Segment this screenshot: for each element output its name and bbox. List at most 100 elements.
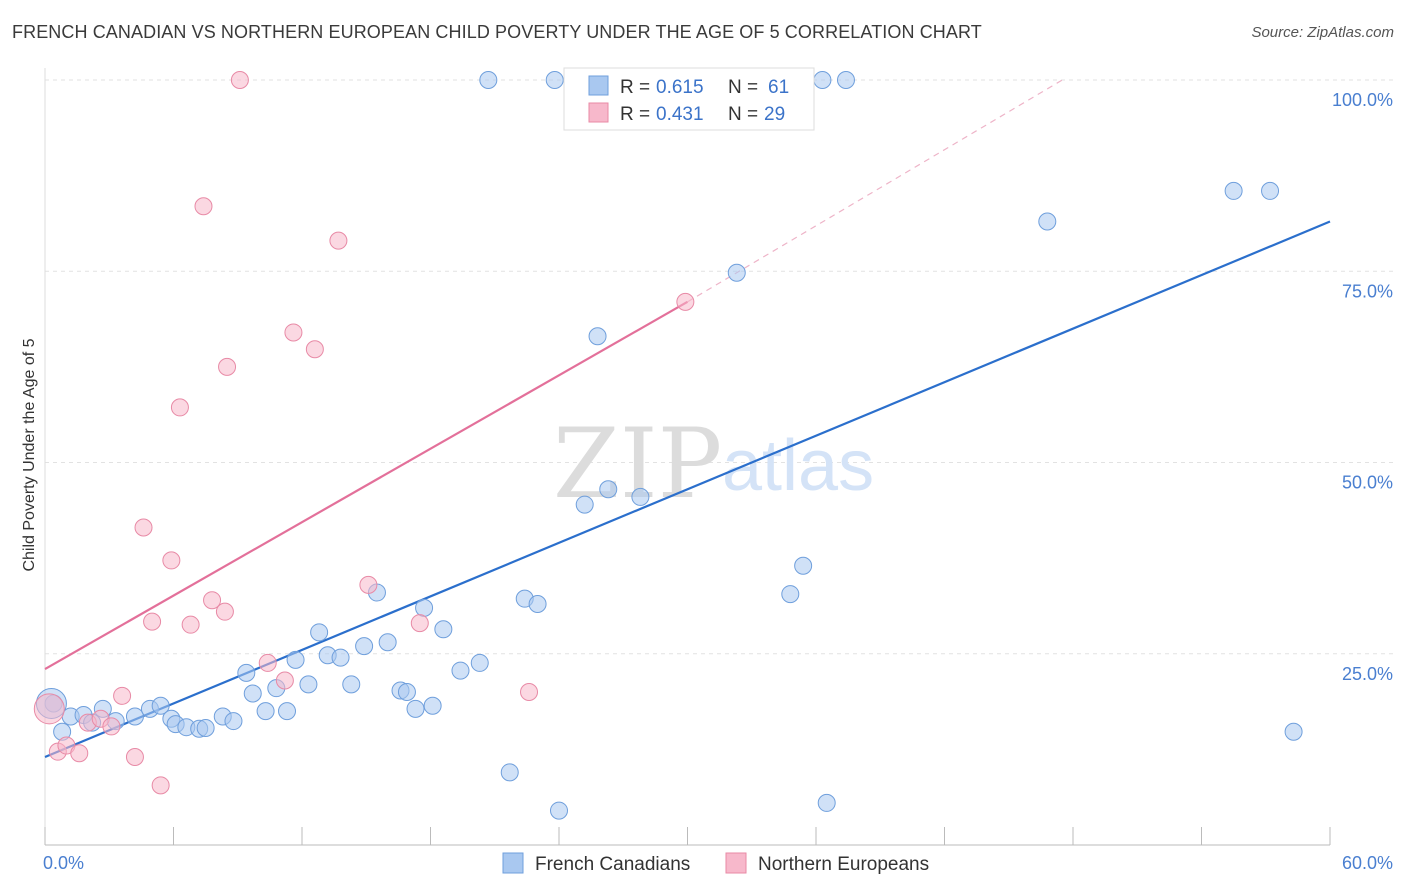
- point-northern-europeans-17: [218, 357, 237, 376]
- point-french-canadians-19: [256, 702, 275, 721]
- source-label: Source: ZipAtlas.com: [1251, 24, 1394, 41]
- point-northern-europeans-7: [125, 748, 144, 767]
- y-tick-label-75: 75.0%: [1342, 281, 1393, 301]
- point-northern-europeans-18: [230, 71, 249, 89]
- point-french-canadians-38: [470, 653, 489, 672]
- point-french-canadians-48: [631, 487, 650, 506]
- point-french-canadians-28: [355, 637, 374, 656]
- chart-title: FRENCH CANADIAN VS NORTHERN EUROPEAN CHI…: [12, 22, 982, 42]
- point-northern-europeans-26: [520, 683, 539, 701]
- point-french-canadians-55: [836, 71, 855, 89]
- point-french-canadians-58: [1261, 181, 1280, 200]
- point-french-canadians-57: [1224, 181, 1243, 200]
- point-french-canadians-14: [196, 718, 215, 737]
- y-tick-labels: 25.0% 50.0% 75.0% 100.0%: [1332, 90, 1393, 684]
- point-northern-europeans-5: [102, 717, 121, 736]
- point-french-canadians-23: [299, 675, 318, 694]
- point-northern-europeans-9: [143, 612, 162, 631]
- point-french-canadians-59: [1284, 722, 1303, 741]
- point-northern-europeans-6: [113, 686, 132, 705]
- stats-legend-n-label-french: N =: [728, 77, 758, 98]
- point-northern-europeans-27: [676, 292, 695, 311]
- point-northern-europeans-16: [215, 602, 234, 621]
- point-french-canadians-50: [727, 263, 746, 282]
- point-french-canadians-24: [310, 623, 329, 642]
- point-french-canadians-21: [278, 702, 297, 721]
- x-tick-label-start: 0.0%: [43, 853, 84, 873]
- stats-legend: R = 0.615 N = 61 R = 0.431 N = 29: [563, 67, 815, 131]
- legend-swatch-french-canadians: [502, 852, 524, 874]
- point-french-canadians-34: [415, 598, 434, 617]
- point-northern-europeans-12: [170, 398, 189, 417]
- point-northern-europeans-15: [203, 591, 222, 610]
- stats-legend-r-label-northern: R =: [620, 104, 650, 125]
- point-northern-europeans-8: [134, 518, 153, 537]
- point-french-canadians-27: [342, 675, 361, 694]
- point-french-canadians-36: [434, 620, 453, 639]
- point-french-canadians-56: [1038, 212, 1057, 231]
- point-french-canadians-40: [500, 763, 519, 782]
- point-northern-europeans-19: [258, 653, 277, 672]
- point-french-canadians-52: [794, 556, 813, 575]
- legend-label-french-canadians: French Canadians: [535, 854, 690, 875]
- stats-legend-n-label-northern: N =: [728, 104, 758, 125]
- watermark: ZIP atlas: [553, 408, 874, 520]
- point-french-canadians-53: [813, 71, 832, 89]
- point-french-canadians-7: [125, 707, 144, 726]
- point-french-canadians-44: [550, 801, 568, 820]
- point-northern-europeans-10: [151, 776, 170, 795]
- stats-legend-swatch-french: [588, 75, 609, 96]
- y-tick-label-25: 25.0%: [1342, 664, 1393, 684]
- x-tick-labels: 0.0% 60.0%: [43, 853, 1393, 873]
- point-french-canadians-30: [378, 633, 397, 652]
- point-french-canadians-35: [423, 696, 442, 715]
- point-northern-europeans-11: [162, 551, 181, 570]
- point-northern-europeans-21: [284, 323, 303, 342]
- point-french-canadians-18: [243, 684, 262, 703]
- stats-legend-r-value-french: 0.615: [656, 77, 704, 98]
- point-french-canadians-26: [331, 648, 350, 667]
- stats-legend-swatch-northern: [588, 102, 609, 123]
- trend-line-french-canadians: [44, 220, 1331, 759]
- point-northern-europeans-25: [410, 614, 429, 633]
- point-french-canadians-37: [451, 661, 470, 680]
- point-french-canadians-39: [479, 71, 498, 89]
- y-tick-label-100: 100.0%: [1332, 90, 1393, 110]
- stats-legend-r-label-french: R =: [620, 77, 650, 98]
- point-french-canadians-32: [397, 683, 416, 701]
- point-french-canadians-22: [286, 650, 305, 669]
- data-points: [33, 71, 1303, 820]
- point-northern-europeans-14: [194, 197, 213, 216]
- point-northern-europeans-13: [181, 615, 200, 634]
- point-french-canadians-45: [575, 495, 594, 514]
- point-french-canadians-43: [545, 71, 564, 89]
- trend-line-northern-europeans: [44, 300, 689, 671]
- stats-legend-n-value-french: 61: [768, 77, 789, 98]
- point-french-canadians-17: [237, 663, 256, 682]
- point-northern-europeans-large: [33, 693, 65, 725]
- point-northern-europeans-22: [305, 340, 324, 359]
- y-tick-label-50: 50.0%: [1342, 473, 1393, 493]
- legend-label-northern-europeans: Northern Europeans: [758, 854, 929, 875]
- point-french-canadians-47: [599, 480, 618, 499]
- point-french-canadians-33: [406, 699, 425, 718]
- point-northern-europeans-2: [70, 744, 89, 763]
- point-french-canadians-54: [817, 793, 836, 812]
- point-french-canadians-51: [781, 585, 800, 604]
- point-french-canadians-16: [224, 712, 243, 731]
- point-northern-europeans-20: [275, 671, 294, 690]
- y-axis-label: Child Poverty Under the Age of 5: [21, 338, 38, 571]
- series-legend: French Canadians Northern Europeans: [502, 852, 929, 875]
- watermark-atlas: atlas: [722, 426, 874, 506]
- gridlines: [45, 79, 1395, 655]
- point-northern-europeans-24: [359, 575, 378, 594]
- stats-legend-n-value-northern: 29: [764, 104, 785, 125]
- legend-swatch-northern-europeans: [725, 852, 747, 874]
- trend-lines: [44, 79, 1331, 759]
- point-french-canadians-9: [151, 696, 170, 715]
- point-french-canadians-42: [528, 595, 547, 614]
- point-french-canadians-46: [588, 327, 607, 346]
- stats-legend-r-value-northern: 0.431: [656, 104, 704, 125]
- x-tick-label-end: 60.0%: [1342, 853, 1393, 873]
